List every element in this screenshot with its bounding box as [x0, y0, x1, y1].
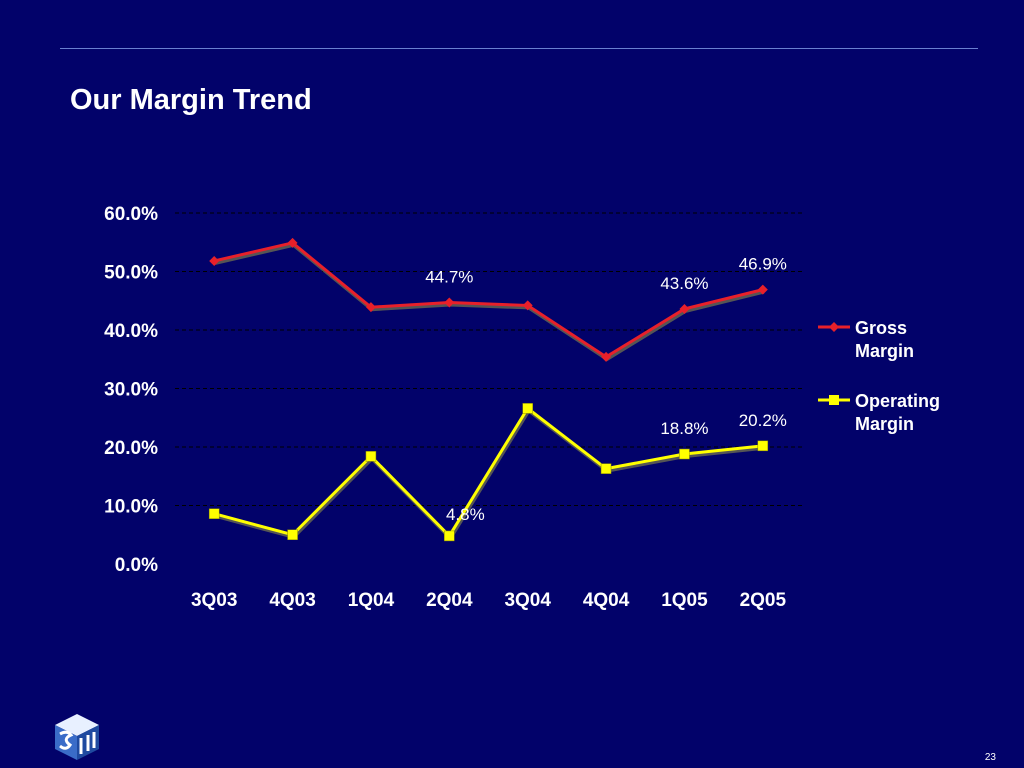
x-tick-label: 4Q03: [269, 590, 315, 611]
y-tick-label: 0.0%: [115, 555, 158, 576]
y-tick-label: 40.0%: [104, 321, 158, 342]
legend-label: Gross: [855, 318, 907, 338]
legend-label: Operating: [855, 391, 940, 411]
series-shadow: [214, 242, 765, 362]
series-line: [213, 241, 764, 359]
data-point: [601, 351, 612, 362]
series-line: [213, 406, 763, 539]
x-tick-label: 1Q05: [661, 590, 708, 611]
data-point: [600, 463, 612, 474]
legend-marker: [829, 322, 839, 332]
data-label: 44.7%: [425, 268, 473, 287]
data-point: [365, 451, 377, 462]
x-tick-label: 1Q04: [348, 590, 395, 611]
x-tick-label: 3Q04: [504, 590, 551, 611]
data-point: [757, 440, 769, 452]
data-point: [679, 448, 690, 460]
x-tick-label: 3Q03: [191, 590, 237, 611]
slide-title: Our Margin Trend: [70, 84, 312, 116]
data-point: [757, 284, 768, 295]
y-tick-label: 30.0%: [104, 380, 158, 401]
data-point: [365, 302, 376, 313]
series-shadow: [214, 407, 765, 542]
x-tick-label: 2Q04: [426, 590, 473, 611]
data-label: 4.8%: [446, 505, 485, 524]
x-tick-label: 2Q05: [740, 590, 787, 611]
data-point: [287, 529, 298, 540]
page-number: 23: [984, 752, 996, 763]
data-point: [209, 255, 220, 266]
data-point: [522, 403, 533, 414]
legend-label: Margin: [855, 414, 914, 434]
data-point: [444, 297, 455, 308]
y-tick-label: 60.0%: [104, 204, 158, 225]
margin-trend-chart: 0.0% 10.0% 20.0% 30.0% 40.0% 50.0% 60.0% 3Q03 4Q…: [104, 204, 940, 611]
data-point: [522, 300, 533, 311]
data-point: [208, 508, 220, 519]
data-label: 18.8%: [660, 419, 708, 438]
data-point: [444, 530, 455, 542]
data-point: [679, 303, 690, 314]
data-label: 46.9%: [739, 255, 787, 274]
legend-label: Margin: [855, 341, 914, 361]
legend-marker: [829, 395, 839, 405]
data-label: 43.6%: [660, 274, 708, 293]
data-point: [287, 237, 298, 248]
cube-logo-icon: [55, 714, 99, 760]
x-tick-label: 4Q04: [583, 590, 630, 611]
top-divider: [60, 48, 978, 49]
y-tick-label: 10.0%: [104, 497, 158, 518]
y-tick-label: 50.0%: [104, 263, 158, 284]
data-label: 20.2%: [739, 411, 787, 430]
y-tick-label: 20.0%: [104, 438, 158, 459]
